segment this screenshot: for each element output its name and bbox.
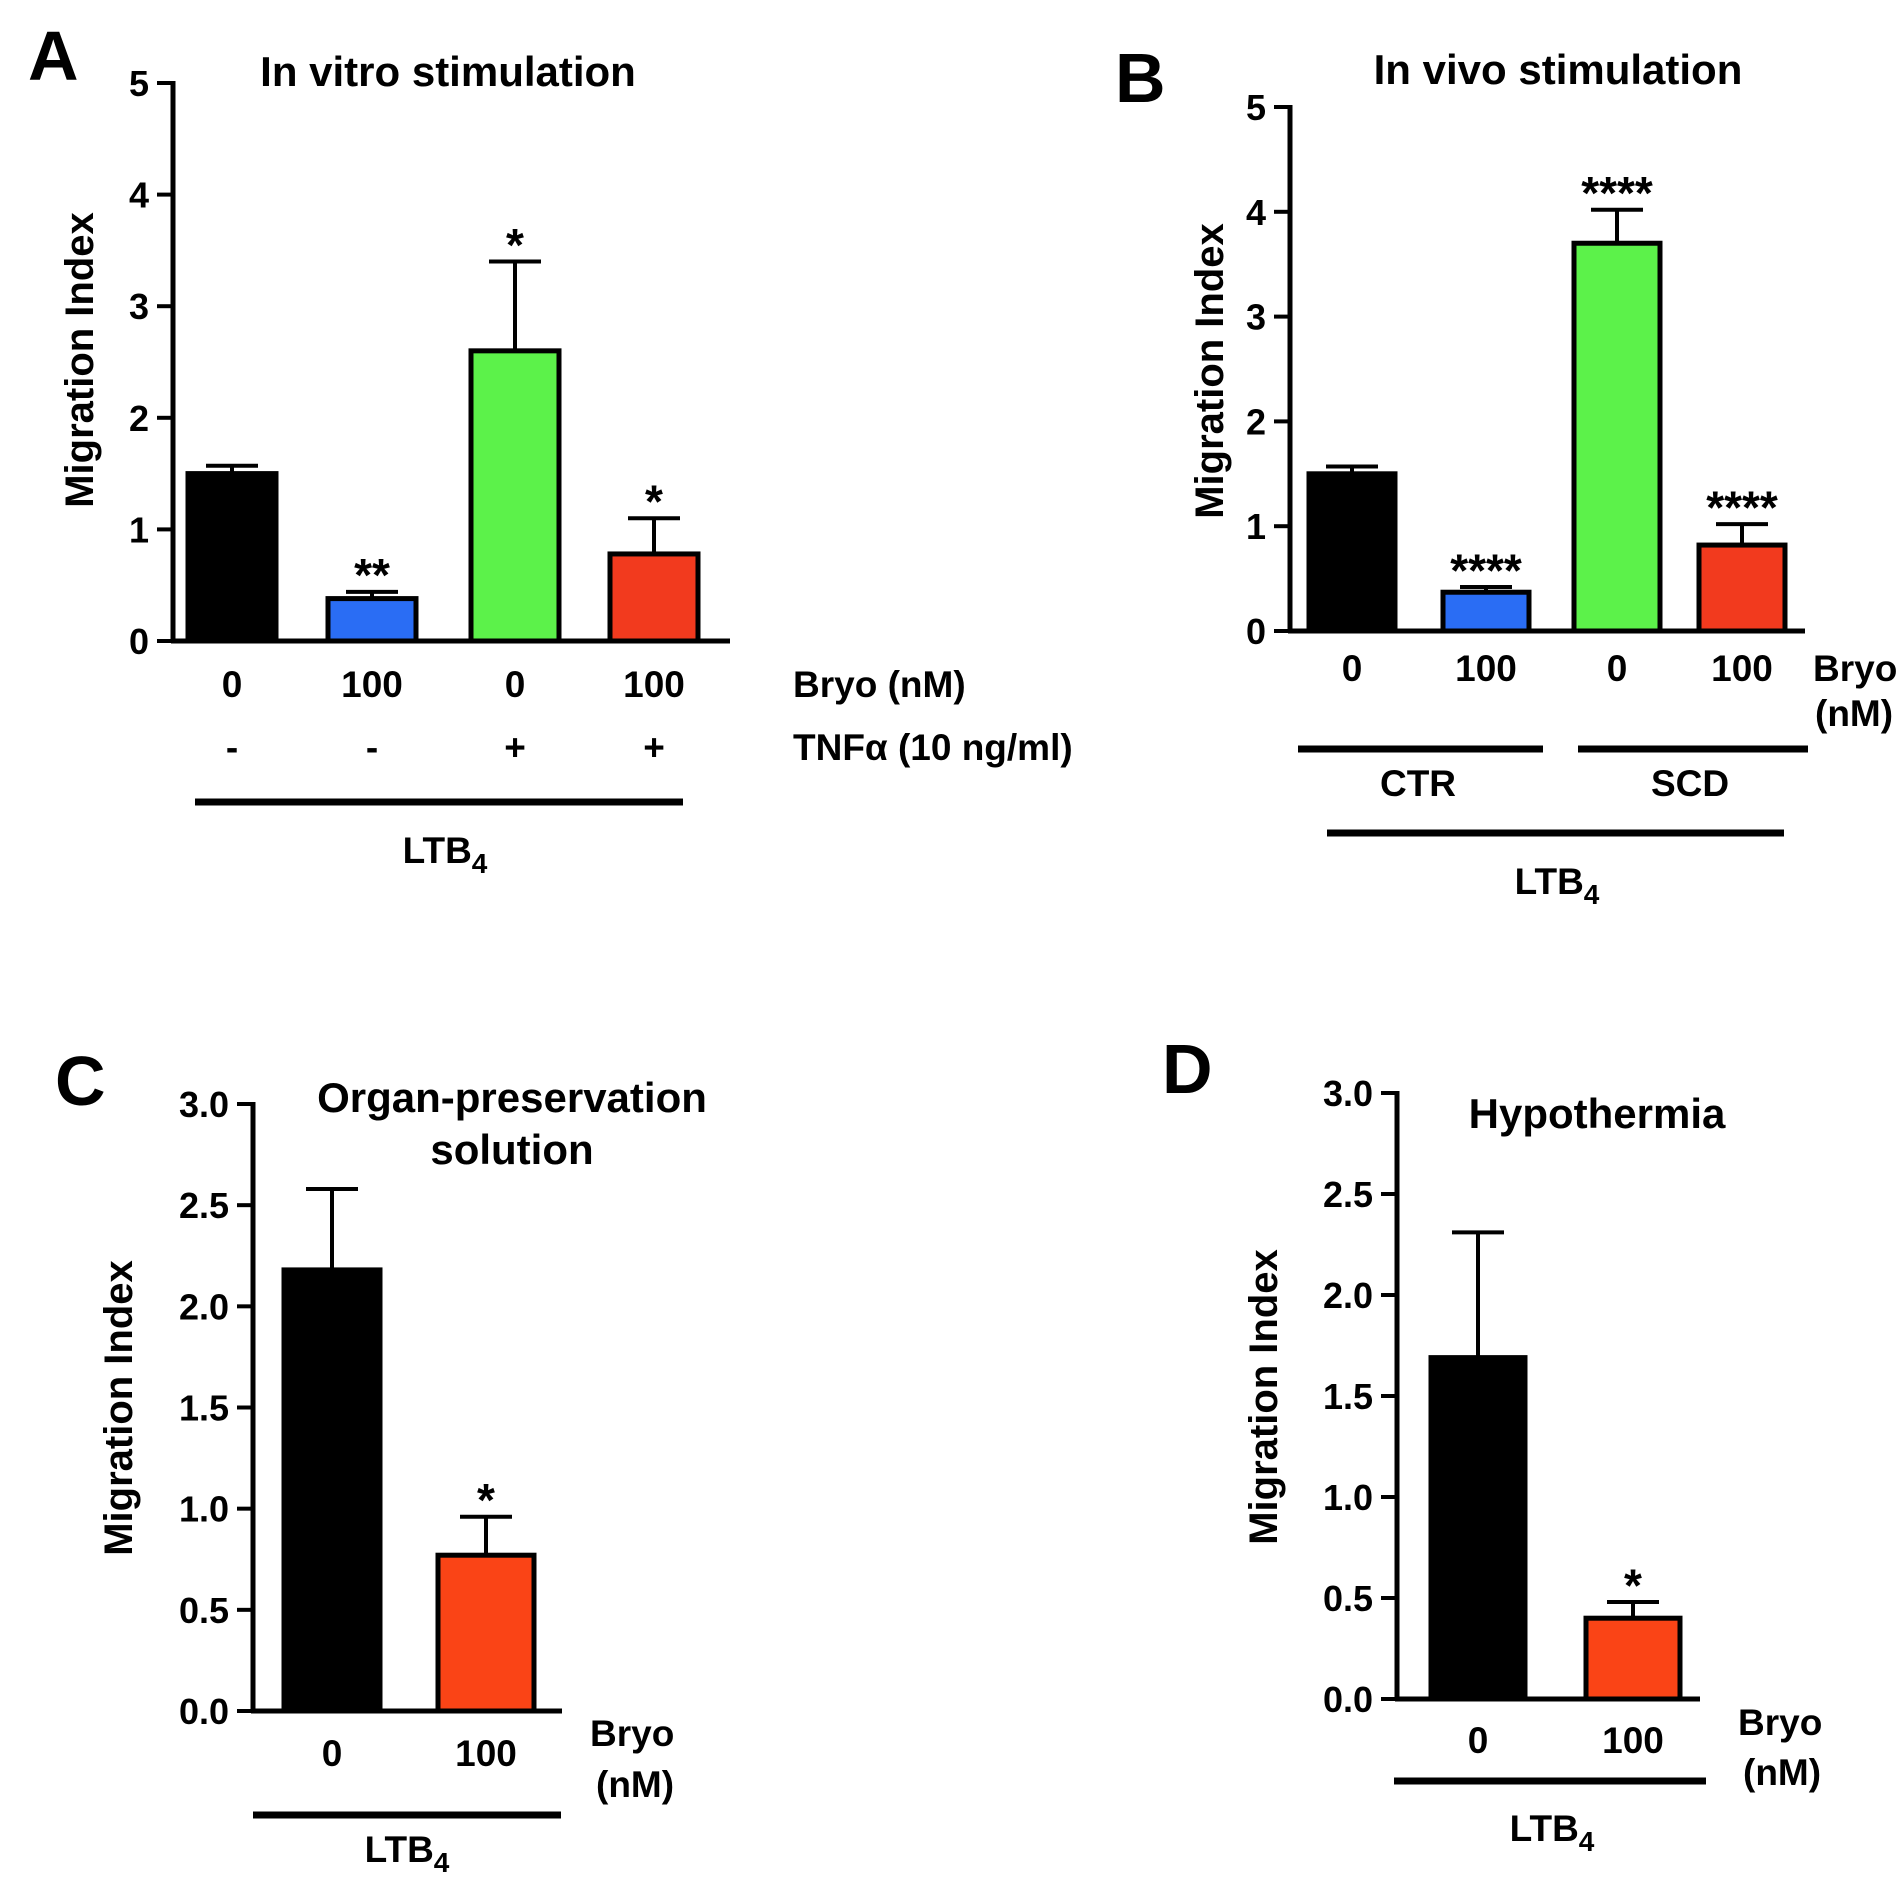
ltb-text: LTB xyxy=(1515,861,1584,902)
ltb-subscript: 4 xyxy=(434,1847,450,1878)
x-axis-label-line-1: Bryo xyxy=(590,1713,674,1754)
category-label: 0 xyxy=(1342,648,1363,689)
category-label: 0 xyxy=(222,664,243,705)
y-axis-label: Migration Index xyxy=(97,1260,141,1556)
category-label: 100 xyxy=(623,664,685,705)
y-tick-label: 4 xyxy=(1246,192,1266,233)
significance-mark: **** xyxy=(1581,167,1653,219)
chart-title: In vitro stimulation xyxy=(260,48,636,95)
y-tick-label: 1.5 xyxy=(179,1388,229,1429)
significance-mark: **** xyxy=(1706,481,1778,533)
x-axis-label-line-1: Bryo xyxy=(1738,1702,1822,1743)
bar xyxy=(607,551,701,644)
y-tick-label: 2.0 xyxy=(179,1286,229,1327)
bar xyxy=(1583,1615,1683,1702)
bar xyxy=(185,471,279,644)
tnfa-sign: - xyxy=(366,727,378,768)
y-tick-label: 1 xyxy=(129,509,149,550)
significance-mark: * xyxy=(506,219,524,271)
category-label: 100 xyxy=(455,1733,517,1774)
x-axis-label-line-2: (nM) xyxy=(1815,693,1893,734)
panel-letter: A xyxy=(28,17,79,95)
y-tick-label: 3.0 xyxy=(1323,1073,1373,1114)
y-tick-label: 1.5 xyxy=(1323,1376,1373,1417)
y-tick-label: 1 xyxy=(1246,506,1266,547)
ltb4-label: LTB4 xyxy=(1510,1808,1595,1857)
chart-title-line-2: solution xyxy=(430,1126,593,1173)
category-label: 100 xyxy=(341,664,403,705)
chart-title: In vivo stimulation xyxy=(1374,46,1743,93)
row-label-bryo: Bryo (nM) xyxy=(793,664,966,705)
y-tick-label: 1.0 xyxy=(179,1489,229,1530)
panel-letter: D xyxy=(1162,1030,1213,1108)
row-label-tnfa: TNFα (10 ng/ml) xyxy=(793,727,1073,768)
y-tick-label: 0 xyxy=(129,621,149,662)
significance-mark: * xyxy=(1624,1559,1642,1611)
category-label: 0 xyxy=(322,1733,343,1774)
tnfa-sign: + xyxy=(643,727,665,768)
bar xyxy=(325,596,419,644)
y-tick-label: 1.0 xyxy=(1323,1477,1373,1518)
category-label: 0 xyxy=(1607,648,1628,689)
y-tick-label: 2.0 xyxy=(1323,1275,1373,1316)
bar xyxy=(1306,471,1398,634)
tnfa-sign: + xyxy=(504,727,526,768)
y-tick-label: 2 xyxy=(129,398,149,439)
y-tick-label: 0 xyxy=(1246,611,1266,652)
group-label-scd: SCD xyxy=(1651,763,1729,804)
category-label: 0 xyxy=(505,664,526,705)
ltb-subscript: 4 xyxy=(472,848,488,879)
y-tick-label: 5 xyxy=(129,63,149,104)
bar xyxy=(1571,240,1663,634)
x-axis-label-line-2: (nM) xyxy=(1743,1752,1821,1793)
y-tick-label: 2.5 xyxy=(1323,1174,1373,1215)
y-tick-label: 2.5 xyxy=(179,1185,229,1226)
significance-mark: **** xyxy=(1450,544,1522,596)
y-tick-label: 0.5 xyxy=(179,1590,229,1631)
x-axis-label-line-2: (nM) xyxy=(596,1764,674,1805)
significance-mark: * xyxy=(645,476,663,528)
panel-letter: C xyxy=(55,1042,106,1120)
bar xyxy=(281,1267,383,1714)
y-axis-label: Migration Index xyxy=(58,212,102,508)
chart-title-line-1: Organ-preservation xyxy=(317,1074,707,1121)
category-label: 100 xyxy=(1602,1720,1664,1761)
y-tick-label: 3 xyxy=(129,286,149,327)
category-label: 100 xyxy=(1711,648,1773,689)
ltb-text: LTB xyxy=(365,1829,434,1870)
bar xyxy=(1440,589,1532,634)
tnfa-sign: - xyxy=(226,727,238,768)
y-tick-label: 3.0 xyxy=(179,1084,229,1125)
panel-letter: B xyxy=(1115,39,1166,117)
group-label-ctr: CTR xyxy=(1380,763,1456,804)
y-tick-label: 0.0 xyxy=(1323,1679,1373,1720)
y-tick-label: 3 xyxy=(1246,297,1266,338)
category-label: 100 xyxy=(1455,648,1517,689)
ltb4-label: LTB4 xyxy=(403,830,488,879)
y-tick-label: 0.0 xyxy=(179,1691,229,1732)
ltb4-label: LTB4 xyxy=(365,1829,450,1878)
significance-mark: * xyxy=(477,1474,495,1526)
ltb-subscript: 4 xyxy=(1579,1826,1595,1857)
ltb-text: LTB xyxy=(403,830,472,871)
y-tick-label: 0.5 xyxy=(1323,1578,1373,1619)
x-axis-label-line-1: Bryo xyxy=(1813,648,1897,689)
significance-mark: ** xyxy=(354,549,390,601)
y-tick-label: 4 xyxy=(129,175,149,216)
ltb-text: LTB xyxy=(1510,1808,1579,1849)
chart-title: Hypothermia xyxy=(1469,1090,1726,1137)
y-axis-label: Migration Index xyxy=(1188,223,1232,519)
ltb-subscript: 4 xyxy=(1584,879,1600,910)
bar xyxy=(468,348,562,644)
bar xyxy=(1696,542,1788,634)
ltb4-label: LTB4 xyxy=(1515,861,1600,910)
y-tick-label: 2 xyxy=(1246,401,1266,442)
bar xyxy=(435,1552,537,1714)
y-tick-label: 5 xyxy=(1246,87,1266,128)
y-axis-label: Migration Index xyxy=(1242,1249,1286,1545)
bar xyxy=(1428,1355,1528,1702)
category-label: 0 xyxy=(1468,1720,1489,1761)
